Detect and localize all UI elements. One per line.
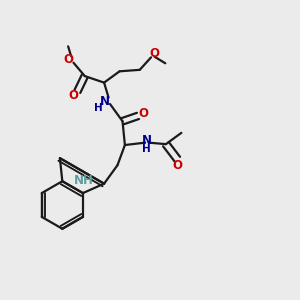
Text: NH: NH xyxy=(74,174,93,187)
Text: N: N xyxy=(142,134,152,147)
Text: N: N xyxy=(100,95,110,108)
Text: O: O xyxy=(68,89,78,103)
Text: O: O xyxy=(63,52,73,66)
Text: O: O xyxy=(149,47,159,60)
Text: O: O xyxy=(173,159,183,172)
Text: H: H xyxy=(94,103,103,112)
Text: O: O xyxy=(138,107,148,120)
Text: H: H xyxy=(142,144,151,154)
